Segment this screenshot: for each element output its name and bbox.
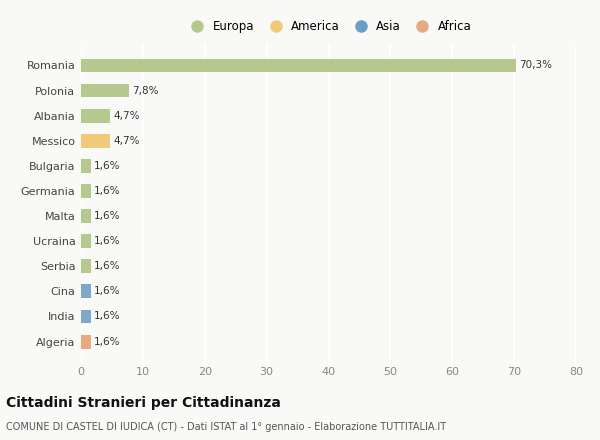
Text: 7,8%: 7,8% [133,85,159,95]
Text: 1,6%: 1,6% [94,211,121,221]
Bar [81,335,91,348]
Bar [81,159,91,173]
Bar [81,184,91,198]
Text: 1,6%: 1,6% [94,261,121,271]
Text: Cittadini Stranieri per Cittadinanza: Cittadini Stranieri per Cittadinanza [6,396,281,410]
Bar [81,84,129,97]
Text: 70,3%: 70,3% [519,60,552,70]
Text: 1,6%: 1,6% [94,236,121,246]
Bar [81,109,110,122]
Bar [81,134,110,148]
Text: 1,6%: 1,6% [94,186,121,196]
Bar [81,209,91,223]
Bar [81,310,91,323]
Bar [81,259,91,273]
Text: COMUNE DI CASTEL DI IUDICA (CT) - Dati ISTAT al 1° gennaio - Elaborazione TUTTIT: COMUNE DI CASTEL DI IUDICA (CT) - Dati I… [6,422,446,433]
Text: 1,6%: 1,6% [94,286,121,297]
Text: 1,6%: 1,6% [94,312,121,322]
Bar [81,285,91,298]
Text: 4,7%: 4,7% [113,136,140,146]
Bar [81,234,91,248]
Legend: Europa, America, Asia, Africa: Europa, America, Asia, Africa [183,18,474,36]
Text: 1,6%: 1,6% [94,161,121,171]
Text: 4,7%: 4,7% [113,110,140,121]
Bar [81,59,516,72]
Text: 1,6%: 1,6% [94,337,121,347]
